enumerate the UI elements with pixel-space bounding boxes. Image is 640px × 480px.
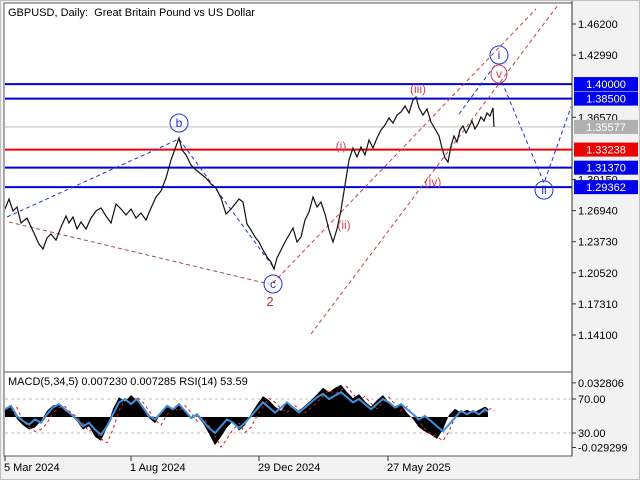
wave-label-(iii)[interactable]: (iii) [410,82,426,96]
wave-label-2[interactable]: 2 [266,294,273,309]
wave-label-c[interactable]: c [263,274,283,294]
price-badge-text: 1.35577 [586,122,626,134]
macd-signal-line [10,386,495,449]
price-badge-bg [574,119,638,134]
price-badge-bg [574,77,638,92]
date-tick-label: 29 Dec 2024 [258,462,320,474]
wave-ellipse [490,64,508,84]
wave-circle [489,45,509,65]
price-badge-1.40000: 1.40000 [574,77,638,92]
macd-area [5,384,488,446]
indicator-tick-label: 0.032806 [578,378,624,390]
wave-label-(iv)[interactable]: (iv) [425,175,442,189]
wave-circle [263,274,283,294]
wave-text: (i) [336,139,347,153]
dashed-down-trendline[interactable] [8,221,270,285]
wave-text: c [270,277,276,291]
rsi-line [5,390,489,437]
price-tick-label: 1.26940 [578,206,618,218]
indicator-tick-label: -0.029299 [578,443,628,455]
wave-label-b[interactable]: b [169,113,189,133]
date-tick-label: 27 May 2025 [387,462,451,474]
date-tick-label: 1 Aug 2024 [130,462,186,474]
wave-circle [534,180,554,200]
price-tick-label: 1.42990 [578,50,618,62]
wave-label-i[interactable]: i [489,45,509,65]
wave-label-ii[interactable]: ii [534,180,554,200]
price-path [5,95,495,271]
wave-text: (iii) [410,82,426,96]
price-tick-label: 1.17310 [578,299,618,311]
price-badge-bg [574,180,638,195]
wave-text: ii [541,183,546,197]
dashed-abc-zigzag[interactable] [6,138,275,269]
wave-text: 2 [266,294,273,309]
wave-text: (iv) [425,175,442,189]
price-badge-bg [574,160,638,175]
wave-circle [169,113,189,133]
dashed-impulse-up[interactable] [458,64,496,115]
price-badge-text: 1.33238 [586,145,626,157]
chart-title: GBPUSD, Daily: Great Britain Pound vs US… [8,7,255,19]
wave-text: b [176,116,183,130]
price-badge-1.33238: 1.33238 [574,142,638,157]
dashed-channel-upper[interactable] [272,8,537,284]
price-badge-text: 1.38500 [586,94,626,106]
date-tick-label: 5 Mar 2024 [4,462,60,474]
price-badge-bg [574,91,638,106]
wave-text: v [496,67,502,81]
price-tick-label: 1.14100 [578,330,618,342]
price-badge-bg [574,142,638,157]
price-badge-text: 1.31370 [586,163,626,175]
wave-label-(i)[interactable]: (i) [336,139,347,153]
wave-text: (ii) [337,218,350,232]
price-badge-1.35577: 1.35577 [574,119,638,134]
price-badge-1.31370: 1.31370 [574,160,638,175]
wave-label-v[interactable]: v [490,64,508,84]
indicator-header: MACD(5,34,5) 0.007230 0.007285 RSI(14) 5… [8,376,248,388]
indicator-tick-label: 70.00 [578,394,606,406]
price-badge-1.38500: 1.38500 [574,91,638,106]
indicator-tick-label: 30.00 [578,428,606,440]
wave-label-(ii)[interactable]: (ii) [337,218,350,232]
price-badge-text: 1.29362 [586,182,626,194]
wave-text: i [498,48,501,62]
price-badge-text: 1.40000 [586,79,626,91]
price-tick-label: 1.46200 [578,19,618,31]
price-badge-1.29362: 1.29362 [574,180,638,195]
dashed-projection[interactable] [501,81,576,185]
price-tick-label: 1.20520 [578,268,618,280]
price-tick-label: 1.23730 [578,237,618,249]
